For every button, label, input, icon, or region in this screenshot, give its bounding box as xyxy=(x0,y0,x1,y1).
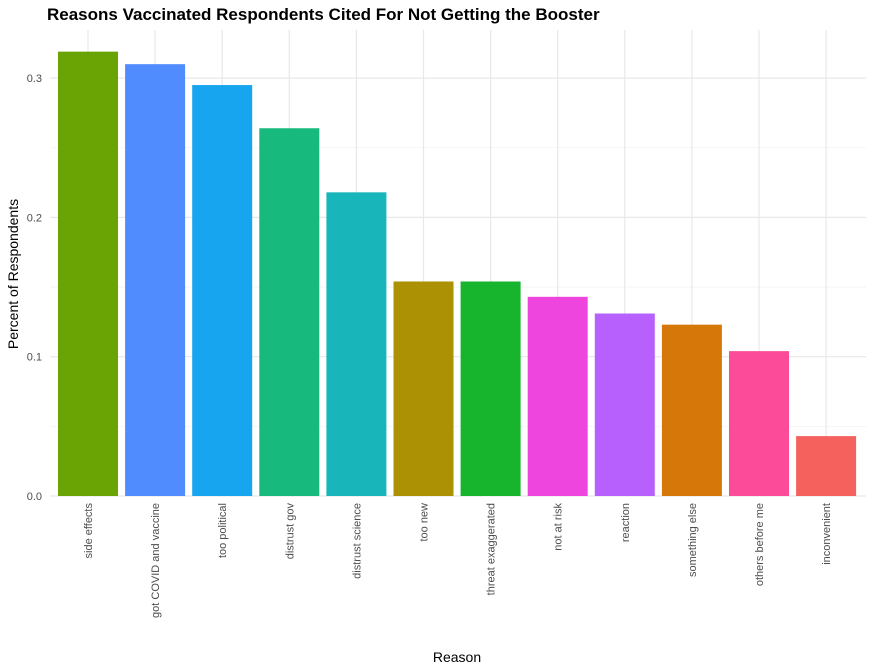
bar-distrust-gov xyxy=(259,128,320,497)
x-tick-label: inconvenient xyxy=(821,503,833,565)
bar-too-political xyxy=(192,85,253,496)
y-axis-ticks: 0.0 0.1 0.2 0.3 xyxy=(27,73,42,503)
bar-got-covid-and-vaccine xyxy=(125,64,186,497)
y-tick-label: 0.3 xyxy=(27,73,42,85)
bar-distrust-science xyxy=(326,192,387,497)
x-tick-label: got COVID and vaccine xyxy=(150,503,162,618)
bar-threat-exaggerated xyxy=(460,281,521,496)
y-axis-title: Percent of Respondents xyxy=(5,199,21,349)
bar-inconvenient xyxy=(796,436,857,496)
y-tick-label: 0.0 xyxy=(27,491,42,503)
x-tick-label: too new xyxy=(419,503,431,542)
x-tick-label: not at risk xyxy=(553,503,565,551)
bar-too-new xyxy=(393,281,454,496)
bar-reaction xyxy=(594,313,655,496)
bar-not-at-risk xyxy=(527,296,588,496)
x-tick-label: others before me xyxy=(754,503,766,586)
bars xyxy=(58,51,857,497)
x-tick-label: something else xyxy=(687,503,699,577)
bar-side-effects xyxy=(58,51,118,497)
x-tick-label: reaction xyxy=(620,503,632,542)
x-tick-label: distrust science xyxy=(351,503,363,579)
x-tick-label: side effects xyxy=(83,503,95,559)
bar-something-else xyxy=(661,324,722,496)
x-tick-label: too political xyxy=(217,503,229,558)
x-tick-label: distrust gov xyxy=(284,503,296,560)
x-axis-title: Reason xyxy=(433,649,481,665)
chart-title: Reasons Vaccinated Respondents Cited For… xyxy=(47,5,600,24)
x-tick-label: threat exaggerated xyxy=(486,503,498,595)
bar-others-before-me xyxy=(729,351,789,496)
y-tick-label: 0.1 xyxy=(27,352,42,364)
y-tick-label: 0.2 xyxy=(27,212,42,224)
x-axis-ticks: side effects got COVID and vaccine too pol… xyxy=(83,503,833,618)
